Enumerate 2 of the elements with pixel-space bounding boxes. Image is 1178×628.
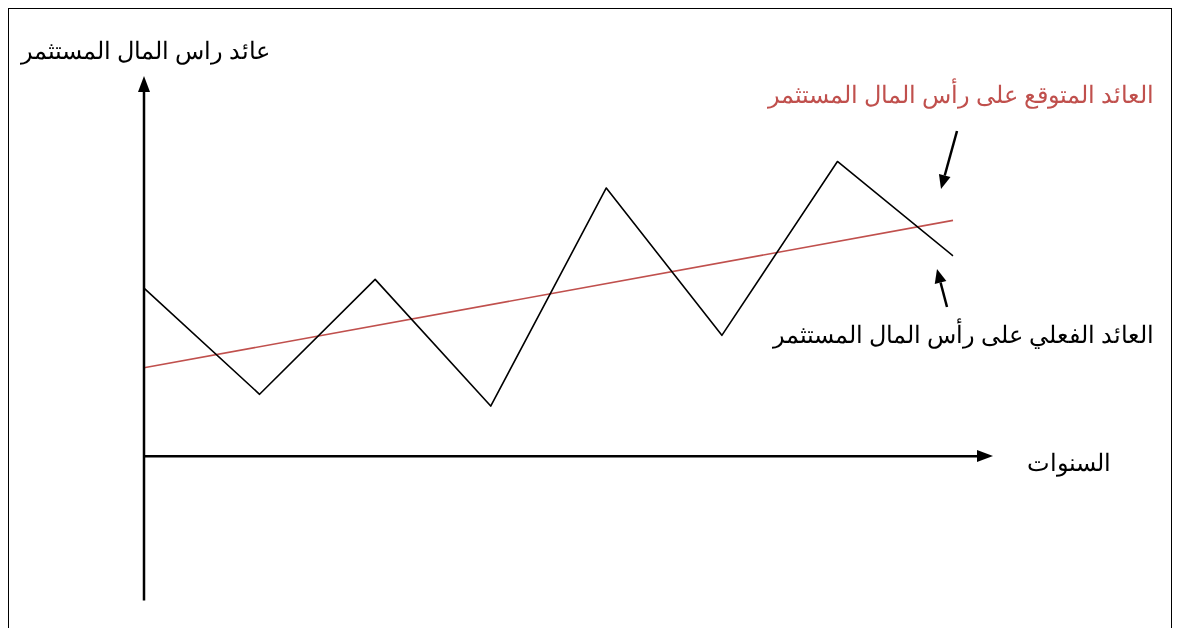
- x-axis-title: السنوات: [1027, 449, 1111, 477]
- y-axis-title: عائد راس المال المستثمر: [21, 37, 270, 65]
